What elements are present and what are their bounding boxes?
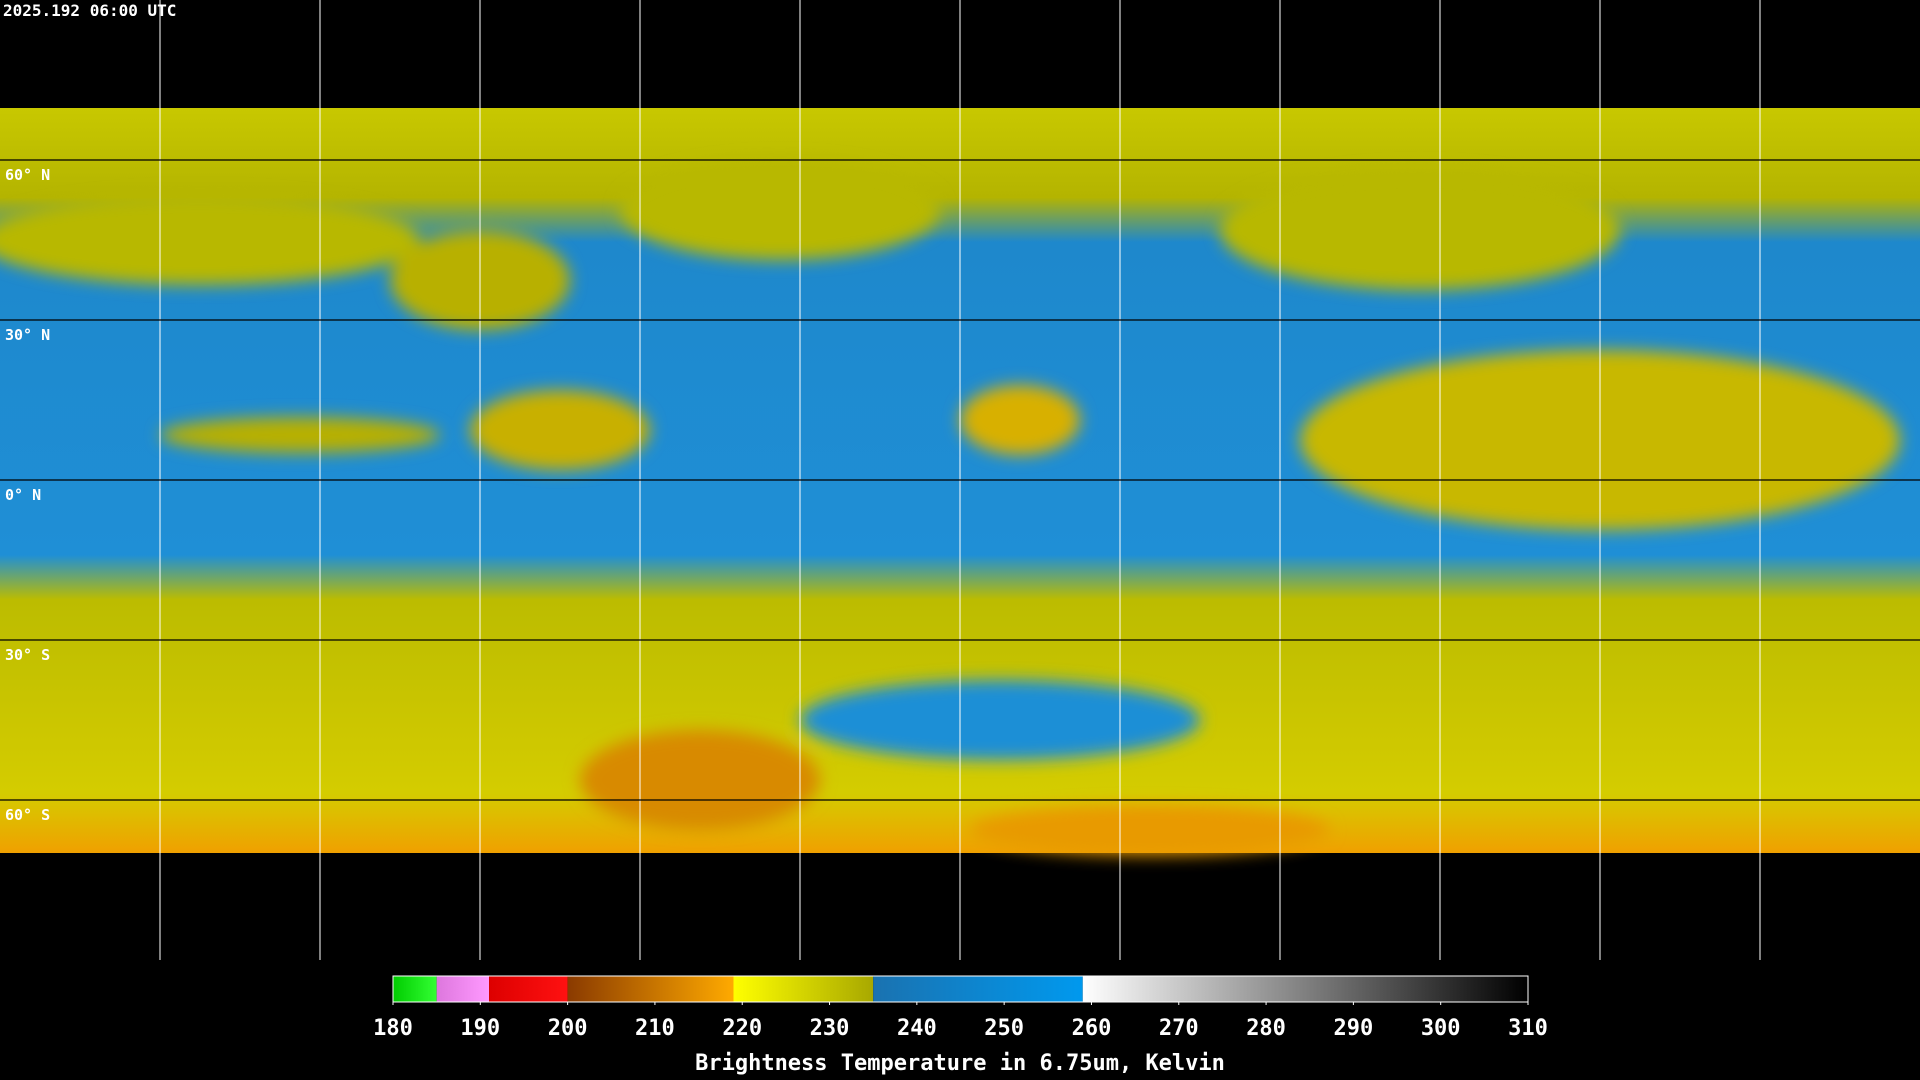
cloud [960,385,1080,455]
dry-slot [800,680,1200,760]
timestamp: 2025.192 06:00 UTC [3,1,176,20]
colorbar-tick-label: 290 [1334,1016,1374,1041]
colorbar-title: Brightness Temperature in 6.75um, Kelvin [695,1051,1225,1076]
lat-label: 60° N [5,166,50,184]
colorbar-tick-label: 220 [722,1016,762,1041]
colorbar-tick-label: 280 [1246,1016,1286,1041]
cloud [1220,170,1620,290]
colorbar-tick-label: 310 [1508,1016,1548,1041]
colorbar-segment [393,976,437,1002]
colorbar-tick-label: 240 [897,1016,937,1041]
lat-label: 0° N [5,486,41,504]
colorbar-segment [436,976,490,1002]
colorbar-tick-label: 230 [810,1016,850,1041]
colorbar-segment [567,976,734,1002]
cloud [970,805,1330,855]
cloud [620,160,940,260]
colorbar-segment [733,976,874,1002]
lat-label: 60° S [5,806,50,824]
colorbar-segment [1082,976,1528,1002]
lat-label: 30° S [5,646,50,664]
cloud [580,730,820,830]
colorbar-tick-label: 270 [1159,1016,1199,1041]
colorbar-tick-label: 260 [1072,1016,1112,1041]
colorbar-tick-label: 190 [460,1016,500,1041]
cloud [470,390,650,470]
colorbar-frame [392,975,1529,1003]
colorbar-tick-label: 200 [548,1016,588,1041]
cloud [160,417,440,453]
colorbar-segment [489,976,568,1002]
colorbar-tick-label: 300 [1421,1016,1461,1041]
cloud [0,195,420,285]
colorbar-tick-label: 180 [373,1016,413,1041]
colorbar-tick-label: 210 [635,1016,675,1041]
graticule: 60° N 30° N 0° N 30° S 60° S [5,0,1761,960]
colorbar-tick-label: 250 [984,1016,1024,1041]
colorbar-segment [873,976,1083,1002]
lat-label: 30° N [5,326,50,344]
